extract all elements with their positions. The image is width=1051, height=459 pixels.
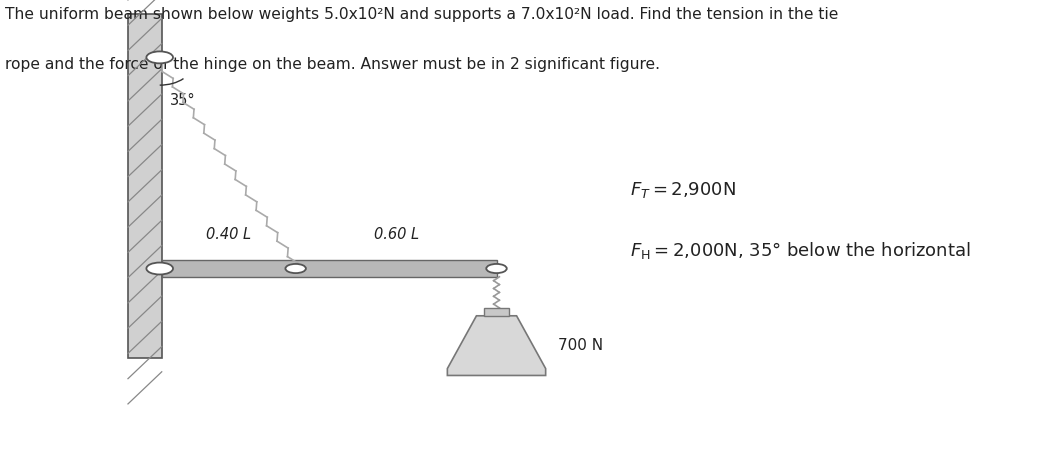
Text: $F_T = 2{,}900$N: $F_T = 2{,}900$N [630, 180, 736, 201]
Text: The uniform beam shown below weights 5.0x10²N and supports a 7.0x10²N load. Find: The uniform beam shown below weights 5.0… [5, 7, 839, 22]
Text: rope and the force of the hinge on the beam. Answer must be in 2 significant fig: rope and the force of the hinge on the b… [5, 57, 660, 73]
Text: 35°: 35° [170, 93, 195, 108]
Circle shape [286, 264, 306, 273]
Text: $F_\mathrm{H} = 2{,}000$N, 35° below the horizontal: $F_\mathrm{H} = 2{,}000$N, 35° below the… [630, 240, 970, 261]
Bar [483, 308, 510, 316]
Circle shape [487, 264, 507, 273]
Polygon shape [448, 316, 545, 375]
Bar [162, 260, 496, 277]
Circle shape [146, 263, 173, 274]
Text: 0.60 L: 0.60 L [373, 227, 418, 242]
Bar [128, 14, 162, 358]
Circle shape [146, 51, 173, 63]
Text: 0.40 L: 0.40 L [206, 227, 251, 242]
Text: 700 N: 700 N [558, 338, 603, 353]
